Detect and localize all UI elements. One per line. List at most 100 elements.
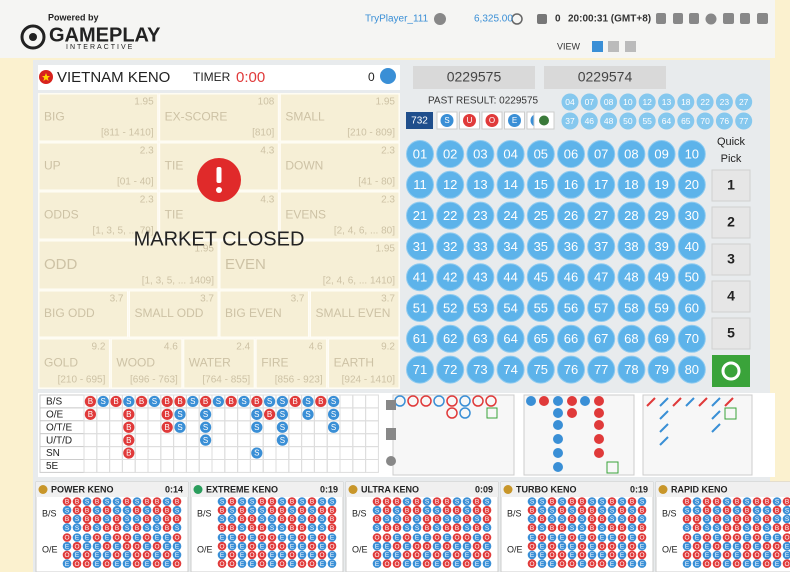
number-ball[interactable] xyxy=(466,355,495,384)
number-ball[interactable] xyxy=(677,140,706,168)
quick-pick-option[interactable]: 5 xyxy=(727,325,735,341)
bet-cell[interactable] xyxy=(219,240,400,290)
number-ball[interactable] xyxy=(647,201,676,230)
number-ball-label[interactable]: 22 xyxy=(443,208,457,223)
draw-tab-label[interactable]: 0229575 xyxy=(447,69,502,85)
number-ball[interactable] xyxy=(436,263,465,292)
number-ball[interactable] xyxy=(617,294,646,322)
number-ball[interactable] xyxy=(587,324,616,353)
number-ball-label[interactable]: 44 xyxy=(503,270,517,285)
view-single[interactable] xyxy=(592,41,603,52)
road-tool[interactable] xyxy=(386,456,396,466)
tool-icon[interactable] xyxy=(723,13,734,24)
number-ball[interactable] xyxy=(466,170,495,199)
view-list[interactable] xyxy=(625,41,636,52)
number-ball[interactable] xyxy=(406,170,434,199)
quick-pick-button[interactable] xyxy=(711,317,751,350)
quick-pick-button[interactable] xyxy=(711,280,751,313)
reset-button[interactable] xyxy=(712,355,750,387)
number-ball-label[interactable]: 13 xyxy=(473,177,487,192)
number-ball[interactable] xyxy=(526,170,555,199)
number-ball-label[interactable]: 03 xyxy=(473,146,487,161)
number-ball[interactable] xyxy=(496,232,525,261)
number-ball[interactable] xyxy=(436,170,465,199)
number-ball-label[interactable]: 55 xyxy=(534,300,548,315)
number-ball-label[interactable]: 27 xyxy=(594,208,608,223)
number-ball-label[interactable]: 23 xyxy=(473,208,487,223)
number-ball-label[interactable]: 61 xyxy=(413,331,427,346)
number-ball[interactable] xyxy=(526,294,555,322)
bet-cell[interactable] xyxy=(110,338,183,389)
number-ball[interactable] xyxy=(617,170,646,199)
number-ball[interactable] xyxy=(617,232,646,261)
number-ball[interactable] xyxy=(677,355,706,384)
number-ball-label[interactable]: 58 xyxy=(624,300,638,315)
number-ball-label[interactable]: 16 xyxy=(564,177,578,192)
number-ball-label[interactable]: 20 xyxy=(685,177,699,192)
number-ball-label[interactable]: 12 xyxy=(443,177,457,192)
view-grid[interactable] xyxy=(608,41,619,52)
road-tool[interactable] xyxy=(386,400,396,410)
number-ball[interactable] xyxy=(677,263,706,292)
bet-cell[interactable] xyxy=(38,191,159,240)
quick-pick-button[interactable] xyxy=(711,206,751,239)
number-ball[interactable] xyxy=(466,263,495,292)
number-ball-label[interactable]: 68 xyxy=(624,331,638,346)
number-ball[interactable] xyxy=(617,140,646,168)
number-ball[interactable] xyxy=(526,140,555,168)
number-ball[interactable] xyxy=(587,355,616,384)
refresh-icon[interactable] xyxy=(511,13,523,25)
number-ball-label[interactable]: 67 xyxy=(594,331,608,346)
number-ball[interactable] xyxy=(647,263,676,292)
number-ball[interactable] xyxy=(496,355,525,384)
number-ball-label[interactable]: 78 xyxy=(624,362,638,377)
tool-icon[interactable] xyxy=(689,13,699,24)
number-ball-label[interactable]: 21 xyxy=(413,208,427,223)
number-ball-label[interactable]: 65 xyxy=(534,331,548,346)
number-ball[interactable] xyxy=(436,355,465,384)
number-ball-label[interactable]: 37 xyxy=(594,239,608,254)
number-ball[interactable] xyxy=(496,263,525,292)
number-ball-label[interactable]: 31 xyxy=(413,239,427,254)
bet-cell[interactable] xyxy=(219,290,309,338)
number-ball[interactable] xyxy=(496,201,525,230)
number-ball[interactable] xyxy=(557,294,585,322)
bet-cell[interactable] xyxy=(255,338,328,389)
draw-tab[interactable] xyxy=(413,66,535,89)
number-ball[interactable] xyxy=(647,355,676,384)
quick-pick-option[interactable]: 1 xyxy=(727,177,735,193)
number-ball-label[interactable]: 35 xyxy=(534,239,548,254)
number-ball-label[interactable]: 76 xyxy=(564,362,578,377)
number-ball[interactable] xyxy=(496,294,525,322)
number-ball[interactable] xyxy=(406,263,434,292)
number-ball[interactable] xyxy=(436,201,465,230)
number-ball-label[interactable]: 47 xyxy=(594,270,608,285)
number-ball[interactable] xyxy=(406,355,434,384)
number-ball[interactable] xyxy=(436,294,465,322)
number-ball-label[interactable]: 34 xyxy=(503,239,517,254)
number-ball-label[interactable]: 04 xyxy=(503,146,517,161)
number-ball-label[interactable]: 56 xyxy=(564,300,578,315)
bet-cell[interactable] xyxy=(38,338,110,389)
number-ball[interactable] xyxy=(587,294,616,322)
number-ball-label[interactable]: 38 xyxy=(624,239,638,254)
tool-icon[interactable] xyxy=(656,13,666,24)
number-ball[interactable] xyxy=(526,201,555,230)
quick-pick-option[interactable]: 4 xyxy=(727,288,735,304)
number-ball[interactable] xyxy=(526,263,555,292)
number-ball-label[interactable]: 41 xyxy=(413,270,427,285)
number-ball-label[interactable]: 18 xyxy=(624,177,638,192)
number-ball-label[interactable]: 62 xyxy=(443,331,457,346)
number-ball-label[interactable]: 51 xyxy=(413,300,427,315)
bet-cell[interactable] xyxy=(279,142,400,191)
number-ball[interactable] xyxy=(677,324,706,353)
number-ball[interactable] xyxy=(557,355,585,384)
bet-cell[interactable] xyxy=(38,290,128,338)
number-ball[interactable] xyxy=(526,355,555,384)
tool-icon[interactable] xyxy=(673,13,683,24)
number-ball[interactable] xyxy=(436,324,465,353)
number-ball-label[interactable]: 39 xyxy=(654,239,668,254)
number-ball-label[interactable]: 32 xyxy=(443,239,457,254)
number-ball-label[interactable]: 57 xyxy=(594,300,608,315)
number-ball[interactable] xyxy=(647,232,676,261)
